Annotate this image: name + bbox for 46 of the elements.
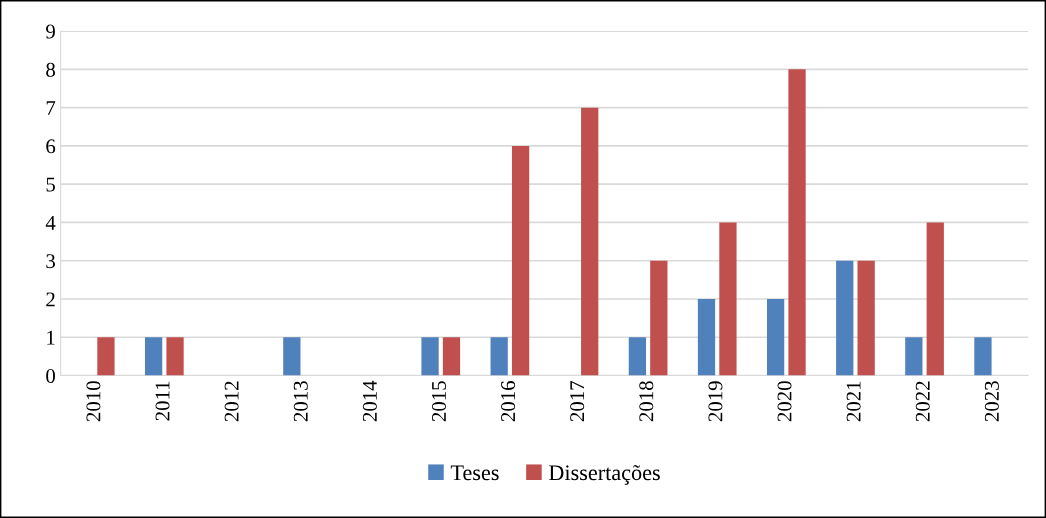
bar <box>650 260 668 376</box>
legend-label: Teses <box>450 465 499 481</box>
bar <box>511 145 530 376</box>
x-tick-label: 2014 <box>362 380 377 422</box>
bar <box>697 299 716 376</box>
bar <box>490 337 508 376</box>
bar <box>905 337 923 376</box>
bar <box>766 299 785 376</box>
x-tick-label: 2019 <box>708 381 723 422</box>
bar <box>144 337 163 376</box>
x-tick-label: 2013 <box>293 381 308 422</box>
y-tick-label: 9 <box>46 24 55 39</box>
bar <box>97 337 115 376</box>
x-tick-label: 2015 <box>431 381 446 422</box>
bar <box>442 337 461 376</box>
x-tick-label: 2010 <box>86 381 101 422</box>
x-tick-label: 2021 <box>846 381 861 422</box>
y-tick-label: 5 <box>46 177 55 192</box>
bar <box>788 69 806 376</box>
y-tick-label: 6 <box>46 139 56 154</box>
x-tick-label: 2017 <box>570 381 585 422</box>
bar <box>581 107 599 376</box>
y-tick-label: 0 <box>46 368 56 383</box>
y-tick-label: 2 <box>46 292 55 307</box>
x-tick-label: 2016 <box>501 381 516 422</box>
bar <box>421 337 439 376</box>
legend-label: Dissertações <box>549 465 660 485</box>
y-tick-label: 7 <box>46 101 56 115</box>
bar <box>857 260 875 376</box>
bar <box>628 337 647 376</box>
x-tick-label: 2020 <box>777 381 792 422</box>
x-tick-label: 2011 <box>155 381 170 421</box>
bar <box>283 337 301 376</box>
bar <box>926 222 944 376</box>
bar <box>719 222 737 376</box>
y-tick-label: 4 <box>45 215 56 230</box>
x-tick-label: 2022 <box>915 381 930 422</box>
y-tick-label: 8 <box>46 62 56 77</box>
bar <box>836 260 854 376</box>
y-tick-label: 1 <box>47 330 55 345</box>
x-tick-label: 2018 <box>639 381 654 422</box>
bar <box>974 337 992 376</box>
x-tick-label: 2012 <box>224 381 239 422</box>
x-tick-label: 2023 <box>984 381 999 422</box>
y-tick-label: 3 <box>46 254 55 269</box>
bar <box>166 337 184 376</box>
